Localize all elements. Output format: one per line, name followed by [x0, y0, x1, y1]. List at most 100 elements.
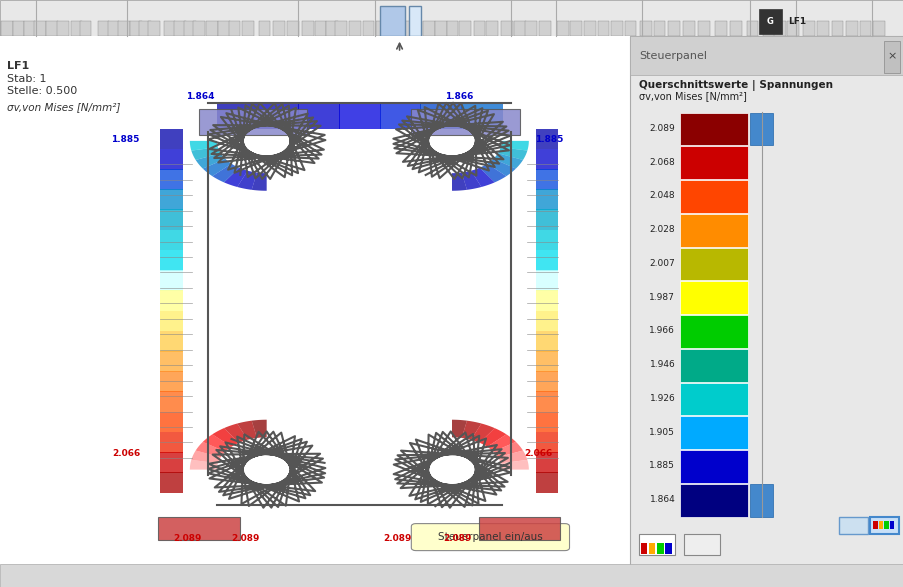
Bar: [273, 21, 284, 36]
Bar: [161, 411, 183, 433]
Bar: [130, 21, 142, 36]
Bar: [679, 146, 747, 179]
Bar: [0, 36, 629, 587]
Bar: [98, 21, 109, 36]
Bar: [379, 103, 421, 129]
Bar: [624, 21, 636, 36]
Bar: [0, 0, 903, 36]
Bar: [535, 452, 558, 473]
Bar: [535, 371, 558, 392]
Text: Querschnittswerte | Spannungen: Querschnittswerte | Spannungen: [638, 80, 833, 90]
Polygon shape: [251, 420, 266, 438]
Bar: [583, 21, 595, 36]
Polygon shape: [195, 442, 225, 457]
Bar: [535, 129, 558, 149]
Bar: [514, 21, 526, 36]
Text: 2.007: 2.007: [649, 259, 675, 268]
Bar: [161, 149, 183, 170]
Bar: [845, 21, 857, 36]
Bar: [461, 103, 502, 129]
Text: 2.089: 2.089: [383, 534, 412, 544]
Bar: [679, 214, 747, 247]
Bar: [486, 21, 498, 36]
Bar: [679, 450, 747, 483]
Polygon shape: [500, 141, 528, 151]
Bar: [434, 21, 446, 36]
Bar: [217, 103, 258, 129]
Bar: [746, 21, 758, 36]
Text: 1.905: 1.905: [648, 428, 675, 437]
Bar: [816, 21, 828, 36]
Polygon shape: [479, 428, 506, 447]
Bar: [339, 103, 380, 129]
Text: 2.066: 2.066: [524, 448, 553, 458]
Polygon shape: [190, 460, 218, 470]
Bar: [872, 21, 884, 36]
Text: σv,von Mises [N/mm²]: σv,von Mises [N/mm²]: [638, 91, 746, 102]
Bar: [556, 21, 568, 36]
Bar: [411, 109, 519, 135]
Bar: [535, 169, 558, 190]
Bar: [535, 311, 558, 331]
Bar: [13, 21, 24, 36]
Polygon shape: [500, 460, 528, 470]
Bar: [473, 21, 485, 36]
Bar: [314, 21, 326, 36]
Text: LF1: LF1: [7, 61, 30, 72]
Bar: [161, 189, 183, 210]
Bar: [161, 351, 183, 372]
Bar: [362, 21, 374, 36]
Bar: [379, 6, 405, 36]
Bar: [163, 21, 175, 36]
Bar: [349, 21, 360, 36]
Bar: [199, 109, 307, 135]
Bar: [597, 21, 609, 36]
Polygon shape: [493, 442, 523, 457]
Bar: [161, 129, 183, 149]
Text: 1.864: 1.864: [186, 92, 215, 102]
Polygon shape: [487, 159, 516, 176]
Bar: [118, 21, 130, 36]
Bar: [679, 383, 747, 416]
Polygon shape: [224, 168, 247, 187]
Bar: [479, 517, 560, 540]
Bar: [684, 534, 720, 555]
Polygon shape: [452, 173, 467, 191]
Bar: [161, 169, 183, 190]
Bar: [161, 432, 183, 453]
Bar: [889, 521, 893, 529]
Bar: [679, 349, 747, 382]
Bar: [872, 521, 877, 529]
Bar: [161, 230, 183, 251]
Bar: [869, 517, 898, 534]
Bar: [535, 230, 558, 251]
Bar: [398, 21, 410, 36]
Bar: [335, 21, 347, 36]
Bar: [79, 21, 91, 36]
Bar: [667, 21, 679, 36]
Bar: [629, 36, 903, 587]
Bar: [228, 21, 240, 36]
Bar: [258, 21, 270, 36]
Bar: [420, 103, 461, 129]
Bar: [158, 517, 239, 540]
Bar: [535, 473, 558, 493]
Bar: [161, 210, 183, 230]
Polygon shape: [195, 153, 225, 168]
Bar: [679, 248, 747, 281]
Polygon shape: [493, 153, 523, 168]
Text: 2.089: 2.089: [442, 534, 471, 544]
Bar: [749, 484, 772, 517]
Polygon shape: [251, 173, 266, 191]
Bar: [535, 330, 558, 352]
Bar: [0, 564, 903, 587]
Bar: [653, 21, 665, 36]
Bar: [697, 21, 709, 36]
Polygon shape: [461, 171, 481, 190]
Bar: [161, 270, 183, 291]
Bar: [535, 250, 558, 271]
Polygon shape: [212, 428, 238, 447]
Text: ×: ×: [887, 51, 896, 62]
FancyBboxPatch shape: [411, 524, 569, 551]
Bar: [298, 103, 340, 129]
